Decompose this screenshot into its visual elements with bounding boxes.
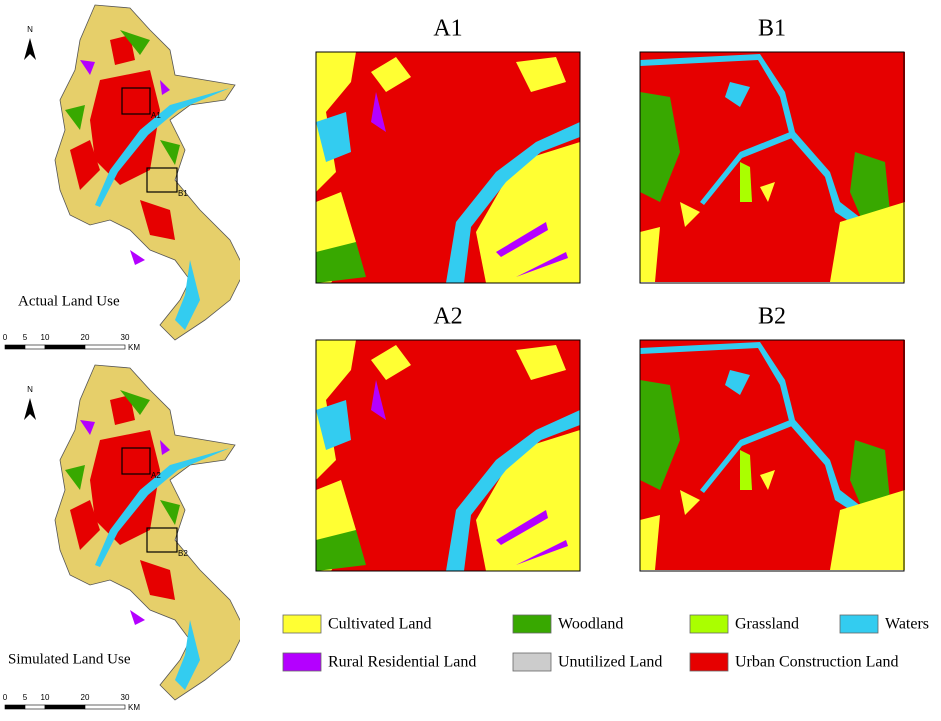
map-label: Actual Land Use <box>18 293 120 309</box>
scale-tick: 30 <box>121 693 130 702</box>
scale-tick: 0 <box>3 693 8 702</box>
scale-segment <box>24 704 46 710</box>
scale-segment <box>44 704 86 710</box>
scale-segment <box>4 704 26 710</box>
scale-tick: 0 <box>3 333 8 342</box>
scale-unit: KM <box>128 703 140 712</box>
extent-label: B1 <box>178 189 188 198</box>
legend-swatch <box>689 652 729 672</box>
scale-tick: 30 <box>121 333 130 342</box>
legend-swatch <box>512 614 552 634</box>
scale-tick: 5 <box>23 333 28 342</box>
scale-tick: 5 <box>23 693 28 702</box>
extent-box <box>121 447 151 475</box>
extent-box <box>146 527 178 553</box>
legend-label: Rural Residential Land <box>328 654 476 671</box>
north-label: N <box>27 385 33 394</box>
extent-box <box>121 87 151 115</box>
scale-tick: 20 <box>81 333 90 342</box>
scale-segment <box>24 344 46 350</box>
scale-segment <box>44 344 86 350</box>
extent-label: A1 <box>151 111 161 120</box>
zoom-panels: A1 B1 A2 B2 <box>315 16 905 572</box>
panel-title: A2 <box>433 304 462 330</box>
scale-tick: 10 <box>41 333 50 342</box>
panel-title: B2 <box>758 304 786 330</box>
legend: Cultivated Land Woodland Grassland Waters Ru… <box>282 614 929 672</box>
scale-tick: 10 <box>41 693 50 702</box>
legend-swatch <box>689 614 729 634</box>
panel-frame <box>315 339 581 572</box>
legend-swatch <box>839 614 879 634</box>
panel-frame <box>315 51 581 284</box>
extent-label: B2 <box>178 549 188 558</box>
legend-label: Urban Construction Land <box>735 654 899 671</box>
north-label: N <box>27 25 33 34</box>
panel-map <box>640 52 905 282</box>
panel-title: A1 <box>433 16 462 42</box>
north-arrow <box>24 38 36 60</box>
legend-label: Unutilized Land <box>558 654 662 671</box>
scale-segment <box>84 344 126 350</box>
scale-unit: KM <box>128 343 140 352</box>
region-map <box>55 5 245 340</box>
extent-box <box>146 167 178 193</box>
legend-label: Woodland <box>558 616 623 633</box>
north-arrow <box>24 398 36 420</box>
panel-frame <box>639 339 905 572</box>
panel-map <box>640 340 905 570</box>
legend-label: Cultivated Land <box>328 616 432 633</box>
region-map <box>55 365 245 700</box>
panel-title: B1 <box>758 16 786 42</box>
panel-frame <box>639 51 905 284</box>
legend-swatch <box>282 614 322 634</box>
legend-label: Grassland <box>735 616 799 633</box>
scale-segment <box>84 704 126 710</box>
legend-label: Waters <box>885 616 929 633</box>
panel-map <box>316 340 580 571</box>
map-label: Simulated Land Use <box>8 651 131 667</box>
legend-swatch <box>282 652 322 672</box>
panel-map <box>316 52 580 283</box>
extent-label: A2 <box>151 471 161 480</box>
scale-tick: 20 <box>81 693 90 702</box>
legend-swatch <box>512 652 552 672</box>
scale-segment <box>4 344 26 350</box>
